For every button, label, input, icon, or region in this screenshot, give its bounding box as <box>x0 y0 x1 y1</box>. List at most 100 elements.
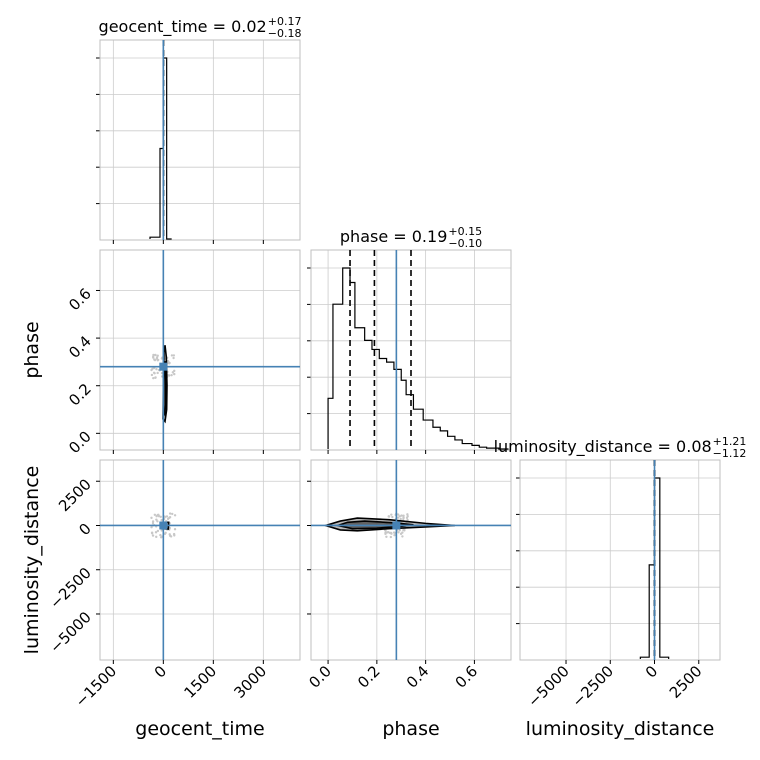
x-tick-label: −5000 <box>524 662 573 711</box>
sample-point <box>150 368 153 372</box>
y-tick-label: 0.4 <box>65 332 95 362</box>
panel-hist-luminosity_distance: −5000−2500 0 2500 luminosity_distance lumino… <box>494 435 747 740</box>
title-prefix: geocent_time = <box>99 17 232 37</box>
sample-point <box>160 518 163 522</box>
sample-point <box>155 535 158 539</box>
sample-point <box>151 520 155 523</box>
sample-point <box>389 535 393 539</box>
x-tick-label: 3000 <box>230 662 270 702</box>
sample-point <box>150 516 153 520</box>
sample-point <box>391 515 394 519</box>
sample-point <box>387 515 391 518</box>
sample-point <box>154 376 157 379</box>
y-axis-label: luminosity_distance <box>21 466 43 655</box>
sample-point <box>163 532 167 536</box>
panel-hist-phase: phase = 0.19 +0.15−0.10 <box>307 225 512 454</box>
x-axis-label: luminosity_distance <box>526 718 715 740</box>
sample-point <box>396 516 400 519</box>
panel-frame <box>99 459 301 661</box>
panel-frame <box>310 459 512 661</box>
x-tick-label: −1500 <box>72 662 121 711</box>
sample-point <box>173 514 177 517</box>
panel-2d-geocent_time-phase: 0.0 0.2 0.4 0.6 phase <box>21 249 301 457</box>
sample-point <box>405 516 409 520</box>
x-tick-label: 0.6 <box>452 662 482 692</box>
sample-point <box>170 373 173 377</box>
sample-point <box>160 529 163 532</box>
y-tick-label: −5000 <box>46 608 95 657</box>
sample-point <box>168 526 172 530</box>
sample-point <box>153 513 157 516</box>
truth-marker <box>159 362 168 371</box>
x-tick-label: 0.2 <box>354 662 384 692</box>
contour-layer <box>100 460 300 660</box>
sample-point <box>402 514 405 517</box>
sample-point <box>393 533 396 537</box>
x-tick-label: 0.0 <box>305 662 335 692</box>
y-tick-label: 0.6 <box>65 285 95 315</box>
sample-point <box>171 512 174 516</box>
sample-point <box>156 520 159 523</box>
sample-point <box>151 534 155 537</box>
sample-point <box>402 517 405 520</box>
sample-point <box>154 353 157 357</box>
contour-layer <box>100 250 300 450</box>
sample-point <box>384 531 387 534</box>
truth-marker <box>159 521 168 530</box>
panel-hist-geocent_time: geocent_time = 0.02 +0.17−0.18 <box>96 15 301 244</box>
sample-point <box>168 534 172 538</box>
histogram-step <box>327 267 509 450</box>
x-axis-label: geocent_time <box>135 718 264 740</box>
sample-point <box>172 356 175 360</box>
panel-2d-geocent_time-luminosity_distance: −1500 0 1500 3000 geocent_time −5000−2500 0 250… <box>21 459 301 740</box>
sample-point <box>170 354 174 357</box>
contour-layer <box>311 460 511 660</box>
sample-point <box>167 360 170 364</box>
panel-title: geocent_time = 0.02 <box>99 17 267 37</box>
sample-point <box>156 354 159 357</box>
title-median: 0.02 <box>231 17 267 36</box>
sample-point <box>406 513 409 516</box>
sample-point <box>398 515 401 518</box>
sample-point <box>159 533 162 537</box>
sample-point <box>168 516 171 520</box>
panel-frame <box>99 39 301 241</box>
sample-point <box>165 515 169 518</box>
sample-point <box>385 535 388 538</box>
sample-point <box>390 513 393 516</box>
title-minus-error: −0.10 <box>448 237 482 250</box>
sample-point <box>172 354 176 357</box>
title-plus-error: +0.17 <box>268 15 302 28</box>
sample-point <box>156 529 160 533</box>
sample-point <box>150 373 154 377</box>
sample-point <box>152 376 155 380</box>
title-plus-error: +0.15 <box>448 225 482 238</box>
sample-point <box>401 535 404 538</box>
x-tick-label: 0.4 <box>403 662 433 692</box>
panel-2d-phase-luminosity_distance: 0.0 0.2 0.4 0.6 phase <box>305 459 512 740</box>
histogram-step <box>149 57 172 240</box>
sample-point <box>390 532 393 535</box>
sample-point <box>159 515 162 518</box>
title-median: 0.08 <box>676 437 712 456</box>
y-tick-label: 0 <box>75 520 94 539</box>
x-tick-label: 2500 <box>666 662 706 702</box>
sample-point <box>397 531 400 534</box>
x-tick-label: 1500 <box>180 662 220 702</box>
sample-point <box>402 528 405 532</box>
sample-point <box>171 371 175 374</box>
sample-point <box>397 513 400 516</box>
x-tick-label: 0 <box>151 662 170 681</box>
title-minus-error: −1.12 <box>713 447 747 460</box>
sample-point <box>155 357 159 360</box>
sample-point <box>152 353 155 357</box>
title-prefix: luminosity_distance = <box>494 437 676 457</box>
title-prefix: phase = <box>340 227 412 246</box>
title-median: 0.19 <box>412 227 448 246</box>
y-tick-label: 2500 <box>55 475 95 515</box>
sample-point <box>159 536 163 539</box>
panel-frame <box>519 459 721 661</box>
sample-point <box>173 528 177 531</box>
panel-frame <box>99 249 301 451</box>
